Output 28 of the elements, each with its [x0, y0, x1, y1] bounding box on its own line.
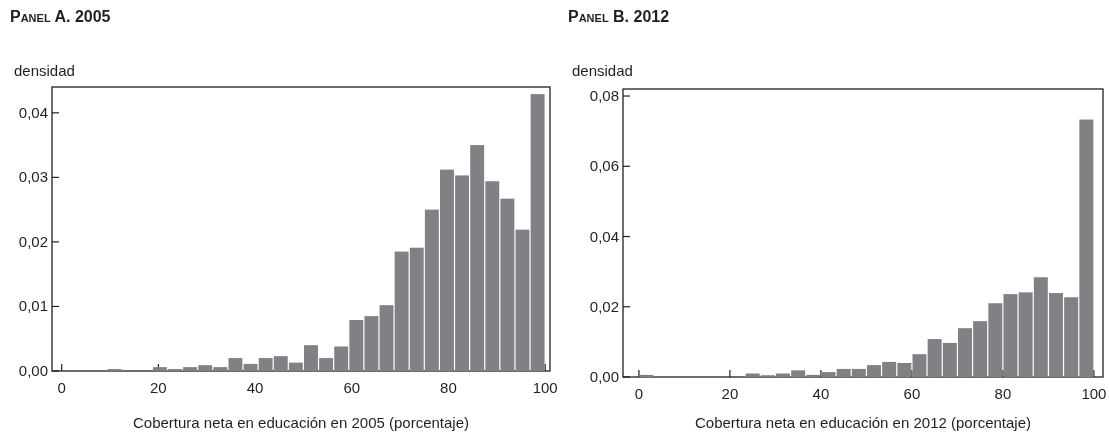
y-tick-label: 0,02 — [18, 232, 48, 250]
x-tick-label: 0 — [634, 385, 644, 402]
x-tick-label: 20 — [721, 385, 739, 402]
y-tick-label: 0,04 — [18, 103, 48, 121]
x-tick-label: 60 — [903, 385, 921, 402]
y-axis-title: densidad — [572, 62, 633, 79]
x-tick-label: 80 — [994, 385, 1012, 402]
y-tick-label: 0,00 — [589, 368, 619, 385]
x-tick-label: 60 — [343, 379, 361, 396]
x-tick-label: 40 — [812, 385, 830, 402]
y-tick-label: 0,03 — [18, 168, 48, 186]
x-tick-label: 80 — [440, 379, 457, 396]
x-tick-label: 0 — [57, 379, 66, 396]
chart-title: Panel B. 2012 — [568, 8, 670, 25]
y-axis-title: densidad — [14, 62, 75, 79]
chart-title: Panel A. 2005 — [10, 8, 111, 25]
y-tick-label: 0,06 — [589, 157, 619, 175]
y-tick-label: 0,01 — [18, 297, 48, 315]
x-tick-label: 100 — [532, 379, 558, 396]
y-tick-label: 0,04 — [589, 227, 619, 245]
x-axis-title: Cobertura neta en educación en 2005 (porcentaje) — [132, 414, 470, 431]
x-axis-title: Cobertura neta en educación en 2012 (porcentaje) — [694, 414, 1032, 431]
y-tick-label: 0,02 — [589, 297, 619, 315]
y-tick-label: 0,00 — [18, 362, 48, 379]
y-tick-label: 0,08 — [589, 87, 619, 105]
x-tick-label: 40 — [246, 379, 264, 396]
x-tick-label: 100 — [1081, 385, 1107, 402]
x-tick-label: 20 — [150, 379, 167, 396]
